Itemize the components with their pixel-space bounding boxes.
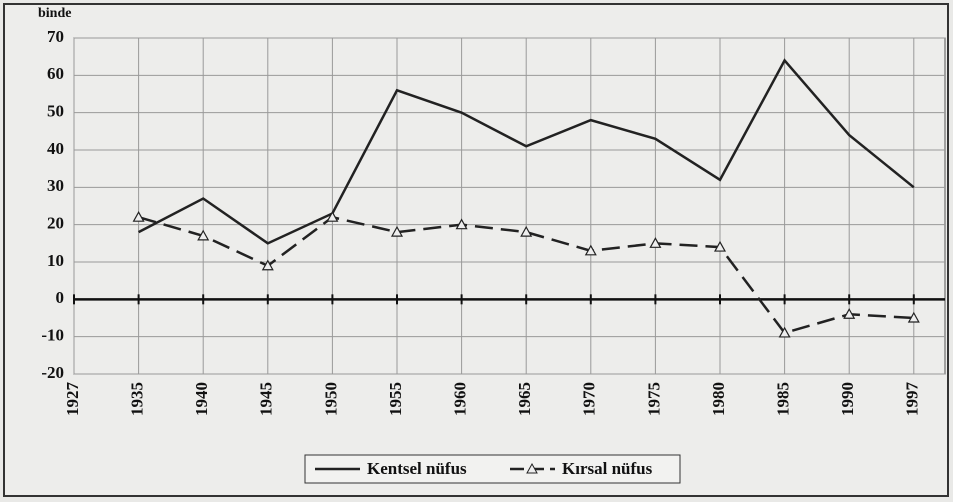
marker — [778, 326, 791, 338]
y-tick-label: -10 — [41, 326, 64, 345]
marker — [326, 210, 339, 222]
legend-label: Kentsel nüfus — [367, 459, 467, 478]
legend-marker — [526, 462, 538, 474]
marker — [197, 229, 210, 241]
marker — [713, 240, 727, 252]
legend-box — [304, 454, 681, 484]
x-tick-label: 1950 — [321, 382, 340, 416]
x-tick-label: 1980 — [709, 382, 728, 416]
y-tick-label: 10 — [47, 251, 64, 270]
x-tick-label: 1965 — [515, 382, 534, 416]
marker — [843, 308, 856, 319]
x-tick-label: 1997 — [903, 382, 922, 417]
x-tick-label: 1940 — [192, 382, 211, 416]
y-tick-label: -20 — [41, 363, 64, 382]
x-tick-label: 1970 — [580, 382, 599, 416]
y-tick-label: 20 — [47, 214, 64, 233]
marker — [132, 210, 145, 222]
x-tick-label: 1945 — [257, 382, 276, 416]
marker — [455, 218, 468, 230]
x-tick-label: 1955 — [386, 382, 405, 416]
x-tick-label: 1985 — [774, 382, 793, 416]
chart-frame — [3, 3, 949, 497]
marker — [390, 225, 404, 237]
y-tick-label: 60 — [47, 64, 64, 83]
x-tick-label: 1975 — [644, 382, 663, 416]
legend-label: Kırsal nüfus — [562, 459, 653, 478]
marker — [584, 244, 597, 256]
y-tick-label: 50 — [47, 102, 64, 121]
y-tick-label: 30 — [47, 176, 64, 195]
marker — [907, 311, 920, 323]
marker — [261, 259, 274, 271]
x-tick-label: 1960 — [451, 382, 470, 416]
y-tick-label: 0 — [56, 288, 65, 307]
y-tick-label: 40 — [47, 139, 64, 158]
marker — [520, 225, 533, 237]
series-line — [138, 58, 915, 245]
y-axis-label: binde — [38, 6, 71, 21]
y-tick-label: 70 — [47, 27, 64, 46]
x-tick-label: 1990 — [838, 382, 857, 416]
x-tick-label: 1927 — [63, 382, 82, 417]
marker — [649, 237, 662, 248]
x-tick-label: 1935 — [128, 382, 147, 416]
